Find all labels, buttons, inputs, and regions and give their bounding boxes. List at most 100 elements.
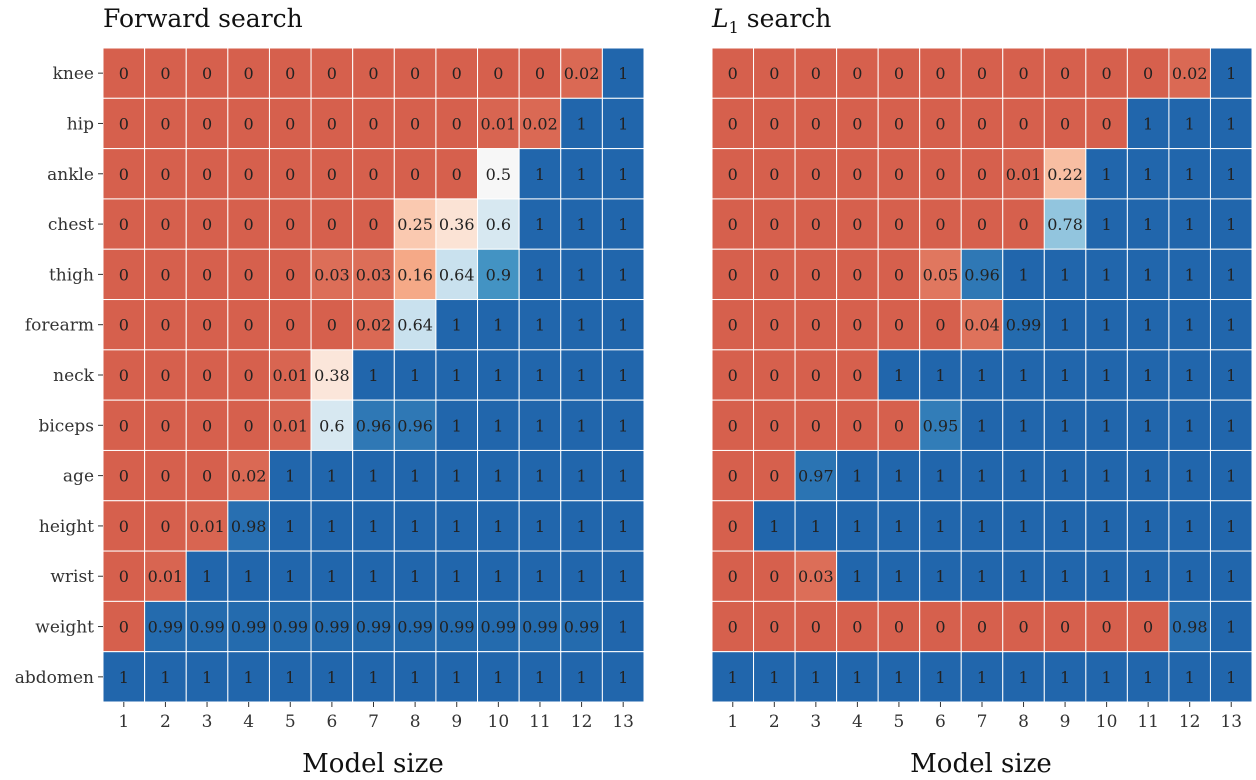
cell-value-label: 1: [977, 668, 987, 687]
cell-value-label: 1: [1185, 215, 1195, 234]
heatmap-cell: [1002, 500, 1045, 552]
cell-value-label: 0: [493, 64, 503, 83]
cell-value-label: 0: [119, 215, 129, 234]
cell-value-label: 1: [1185, 668, 1195, 687]
cell-value-label: 0: [410, 114, 420, 133]
cell-value-label: 0: [894, 215, 904, 234]
cell-value-label: 1: [535, 165, 545, 184]
heatmap-cell: [477, 299, 520, 351]
cell-value-label: 1: [576, 416, 586, 435]
heatmap-cell: [518, 349, 562, 401]
heatmap-cell: [794, 550, 838, 602]
cell-value-label: 1: [576, 668, 586, 687]
heatmap-cell: [1043, 97, 1087, 150]
heatmap-cell: [1085, 349, 1128, 401]
panel-2-heatmap: 0 0 0 0 0 0 0 0 0 0 0 0.02 10 0 0 0 0 0 0 0 0 0 1 1 10 0 0 0 0 0 0 0.01…: [711, 47, 1253, 732]
heatmap-cell: [477, 651, 520, 703]
cell-value-label: 0: [202, 215, 212, 234]
heatmap-cell: [560, 550, 603, 602]
column-label: 1: [118, 712, 129, 732]
cell-value-label: 0: [977, 114, 987, 133]
heatmap-cell: [435, 349, 479, 401]
column-label: 11: [1137, 712, 1159, 732]
row-label: chest: [48, 215, 94, 235]
cell-value-label: 1: [1143, 567, 1153, 586]
cell-value-label: 0.01: [272, 366, 308, 385]
heatmap-cell: [268, 349, 312, 401]
cell-value-label: 1: [1018, 668, 1028, 687]
cell-value-label: 0: [119, 618, 129, 637]
cell-value-label: 1: [368, 517, 378, 536]
cell-value-label: 0: [769, 215, 779, 234]
cell-value-label: 0: [285, 114, 295, 133]
column-label: 9: [1060, 712, 1071, 732]
cell-value-label: 0: [285, 316, 295, 335]
cell-value-label: 0: [119, 316, 129, 335]
heatmap-cell: [352, 97, 395, 150]
cell-value-label: 1: [493, 517, 503, 536]
heatmap-cell: [753, 449, 796, 502]
cell-value-label: 1: [1102, 316, 1112, 335]
cell-value-label: 1: [1060, 567, 1070, 586]
cell-value-label: 0: [1018, 114, 1028, 133]
cell-value-label: 0: [852, 416, 862, 435]
heatmap-cell: [227, 299, 270, 351]
cell-value-label: 0: [452, 64, 462, 83]
cell-value-label: 0: [894, 64, 904, 83]
heatmap-cell: [227, 248, 270, 301]
heatmap-cell: [794, 449, 838, 502]
cell-value-label: 1: [1185, 517, 1195, 536]
panel-1-heatmap: 0 0 0 0 0 0 0 0 0 0 0 0.02 10 0 0 0 0 0 0 0 0 0.01 0.02 1 10 0 0 0 0…: [15, 47, 645, 732]
heatmap-cell: [144, 600, 187, 653]
cell-value-label: 0: [811, 215, 821, 234]
heatmap-cell: [352, 299, 395, 351]
heatmap-cell: [1126, 299, 1170, 351]
cell-value-label: 1: [1102, 165, 1112, 184]
cell-value-label: 0: [202, 316, 212, 335]
cell-value-label: 0: [977, 165, 987, 184]
heatmap-cell: [1085, 500, 1128, 552]
cell-value-label: 1: [1143, 316, 1153, 335]
heatmap-cell: [960, 97, 1004, 150]
heatmap-cell: [919, 47, 962, 99]
heatmap-cell: [1126, 148, 1170, 200]
heatmap-cell: [435, 97, 479, 150]
cell-value-label: 0: [935, 165, 945, 184]
cell-value-label: 0.02: [564, 64, 600, 83]
cell-value-label: 0: [728, 64, 738, 83]
cell-value-label: 0: [119, 467, 129, 486]
cell-value-label: 0: [368, 165, 378, 184]
heatmap-cell: [310, 349, 354, 401]
cell-value-label: 1: [493, 316, 503, 335]
heatmap-cell: [919, 349, 962, 401]
panel-1-xlabel: Model size: [302, 749, 444, 779]
cell-value-label: 1: [618, 618, 628, 637]
heatmap-cell: [352, 600, 395, 653]
heatmap-cell: [518, 198, 562, 250]
panel-1-title: Forward search: [103, 4, 303, 33]
heatmap-cell: [960, 299, 1004, 351]
cell-value-label: 1: [1226, 517, 1236, 536]
heatmap-cell: [185, 248, 229, 301]
cell-value-label: 1: [160, 668, 170, 687]
cell-value-label: 1: [452, 467, 462, 486]
heatmap-cell: [227, 97, 270, 150]
heatmap-cell: [919, 449, 962, 502]
heatmap-cell: [877, 148, 921, 200]
heatmap-cell: [393, 299, 437, 351]
heatmap-cell: [310, 97, 354, 150]
heatmap-cell: [877, 600, 921, 653]
heatmap-cell: [185, 600, 229, 653]
cell-value-label: 0.22: [1047, 165, 1083, 184]
cell-value-label: 0: [728, 618, 738, 637]
heatmap-cell: [794, 349, 838, 401]
heatmap-cell: [477, 97, 520, 150]
cell-value-label: 1: [1060, 668, 1070, 687]
heatmap-cell: [919, 148, 962, 200]
heatmap-cell: [1168, 198, 1211, 250]
cell-value-label: 0.01: [148, 567, 184, 586]
cell-value-label: 0.6: [486, 215, 511, 234]
cell-value-label: 1: [119, 668, 129, 687]
row-label: biceps: [38, 416, 94, 436]
heatmap-cell: [1126, 500, 1170, 552]
